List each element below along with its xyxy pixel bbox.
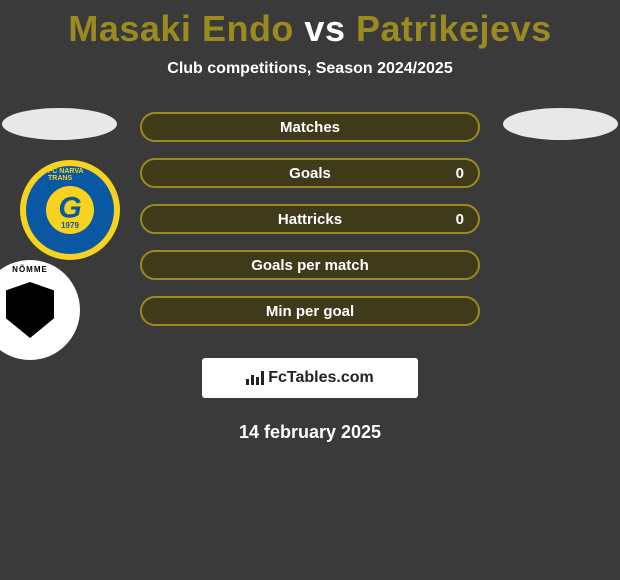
right-club-arc-text: NÕMME <box>12 265 48 274</box>
watermark-text: FcTables.com <box>268 369 374 387</box>
comparison-subtitle: Club competitions, Season 2024/2025 <box>0 60 620 78</box>
left-club-year: 1979 <box>61 221 79 230</box>
stat-label: Min per goal <box>266 303 354 320</box>
stat-bar-min-per-goal: Min per goal <box>140 296 480 326</box>
left-club-top-text: FC NARVA TRANS <box>48 168 92 182</box>
bars-icon <box>246 371 264 385</box>
stat-bars: Matches Goals 0 Hattricks 0 Goals per match Mi… <box>140 112 480 342</box>
stat-bar-goals-per-match: Goals per match <box>140 250 480 280</box>
right-base-ellipse <box>503 108 618 140</box>
stat-bar-hattricks: Hattricks 0 <box>140 204 480 234</box>
stat-label: Hattricks <box>278 211 342 228</box>
comparison-title: Masaki Endo vs Patrikejevs <box>0 0 620 50</box>
stat-value-right: 0 <box>456 165 464 182</box>
stat-label: Matches <box>280 119 340 136</box>
left-base-ellipse <box>2 108 117 140</box>
snapshot-date: 14 february 2025 <box>0 422 620 443</box>
fctables-watermark: FcTables.com <box>202 358 418 398</box>
stat-value-right: 0 <box>456 211 464 228</box>
right-club-badge: NÕMME <box>0 260 80 360</box>
stat-bar-goals: Goals 0 <box>140 158 480 188</box>
comparison-arena: FC NARVA TRANS G 1979 NÕMME Matches Goals… <box>0 108 620 348</box>
stat-bar-matches: Matches <box>140 112 480 142</box>
right-club-shield-icon <box>6 282 54 338</box>
stat-label: Goals <box>289 165 331 182</box>
left-club-badge: FC NARVA TRANS G 1979 <box>20 160 120 260</box>
stat-label: Goals per match <box>251 257 369 274</box>
